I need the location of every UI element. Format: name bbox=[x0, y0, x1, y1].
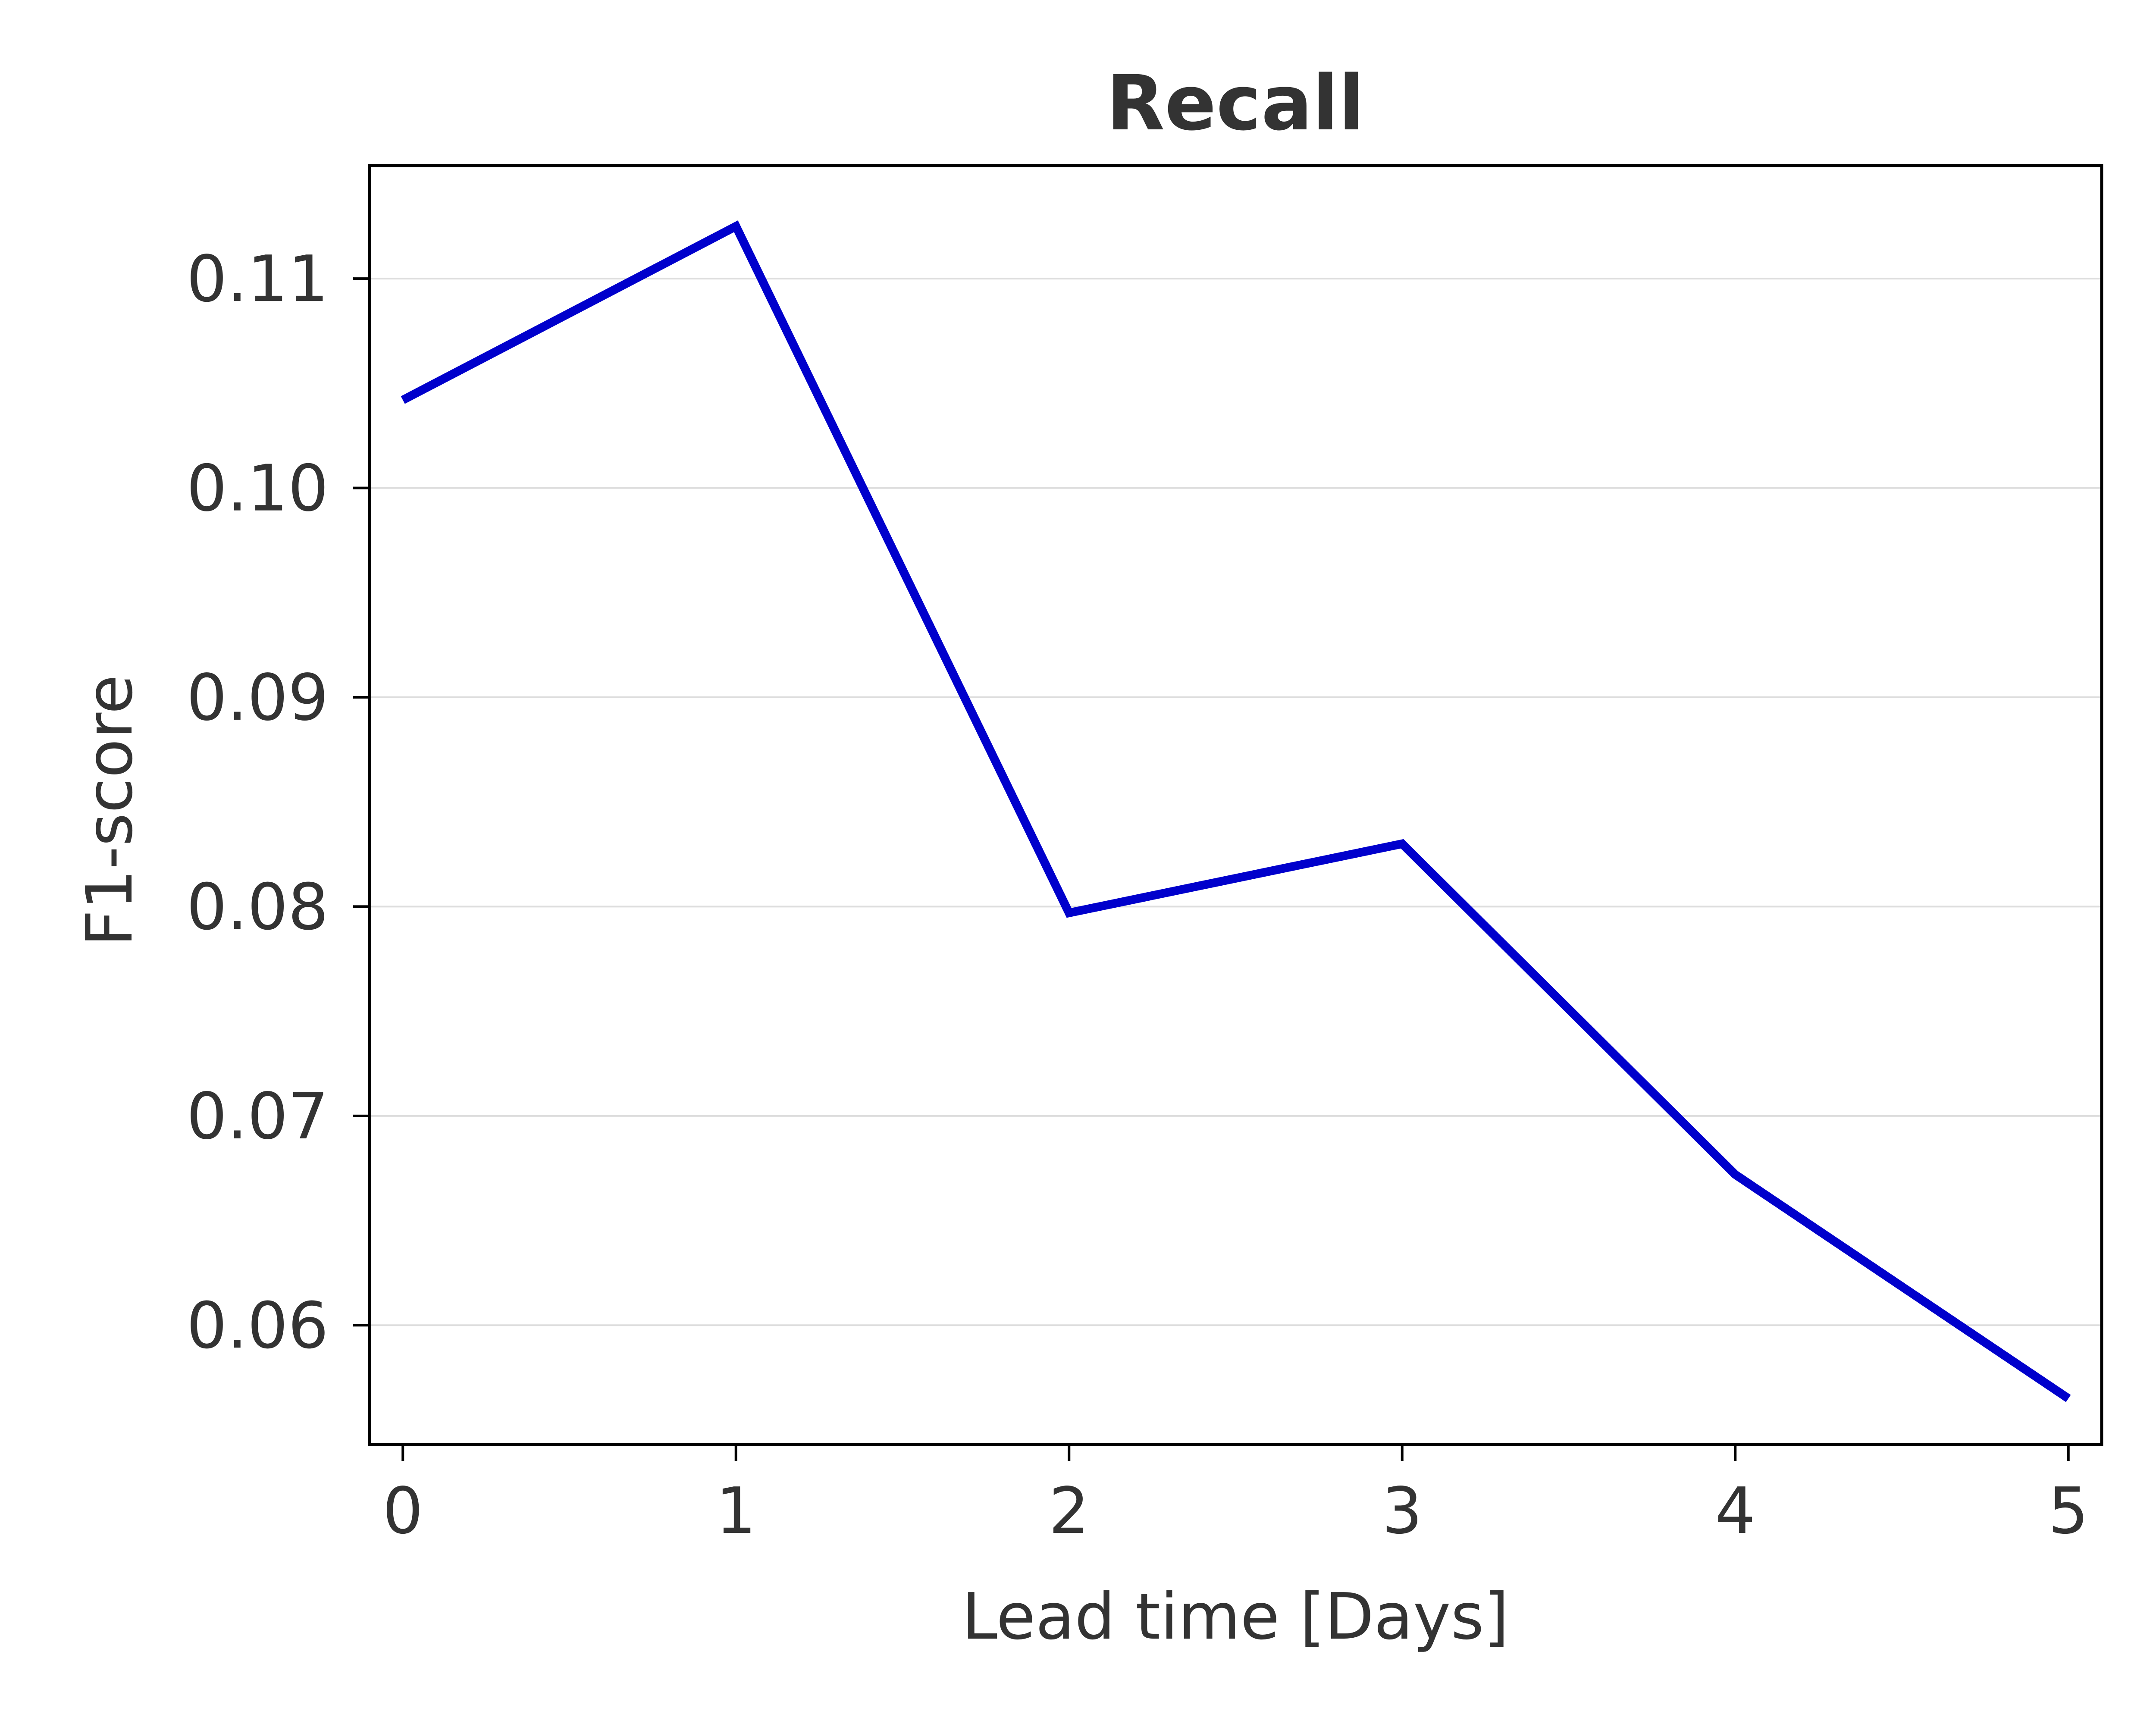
chart-title: Recall bbox=[1106, 59, 1365, 147]
y-tick-label: 0.11 bbox=[186, 242, 329, 316]
y-tick-label: 0.07 bbox=[186, 1079, 329, 1153]
x-axis-label: Lead time [Days] bbox=[962, 1580, 1509, 1654]
plot-frame bbox=[368, 164, 2103, 1446]
x-tick-label: 1 bbox=[716, 1474, 756, 1548]
y-tick-label: 0.06 bbox=[186, 1288, 329, 1363]
y-axis: 0.06 0.07 0.08 0.09 0.10 0.11 bbox=[186, 242, 370, 1363]
y-tick-label: 0.08 bbox=[186, 870, 329, 944]
gridlines bbox=[370, 278, 2102, 1326]
series-line bbox=[401, 220, 2071, 1402]
x-tick-label: 2 bbox=[1049, 1474, 1089, 1548]
series-layer bbox=[401, 220, 2071, 1402]
y-tick-label: 0.09 bbox=[186, 661, 329, 735]
x-tick-label: 5 bbox=[2048, 1474, 2089, 1548]
y-tick-label: 0.10 bbox=[186, 451, 329, 526]
x-tick-label: 4 bbox=[1715, 1474, 1755, 1548]
x-tick-label: 0 bbox=[382, 1474, 423, 1548]
y-axis-label: F1-score bbox=[72, 675, 147, 947]
x-axis: 0 1 2 3 4 5 bbox=[382, 1445, 2089, 1548]
x-tick-label: 3 bbox=[1382, 1474, 1423, 1548]
